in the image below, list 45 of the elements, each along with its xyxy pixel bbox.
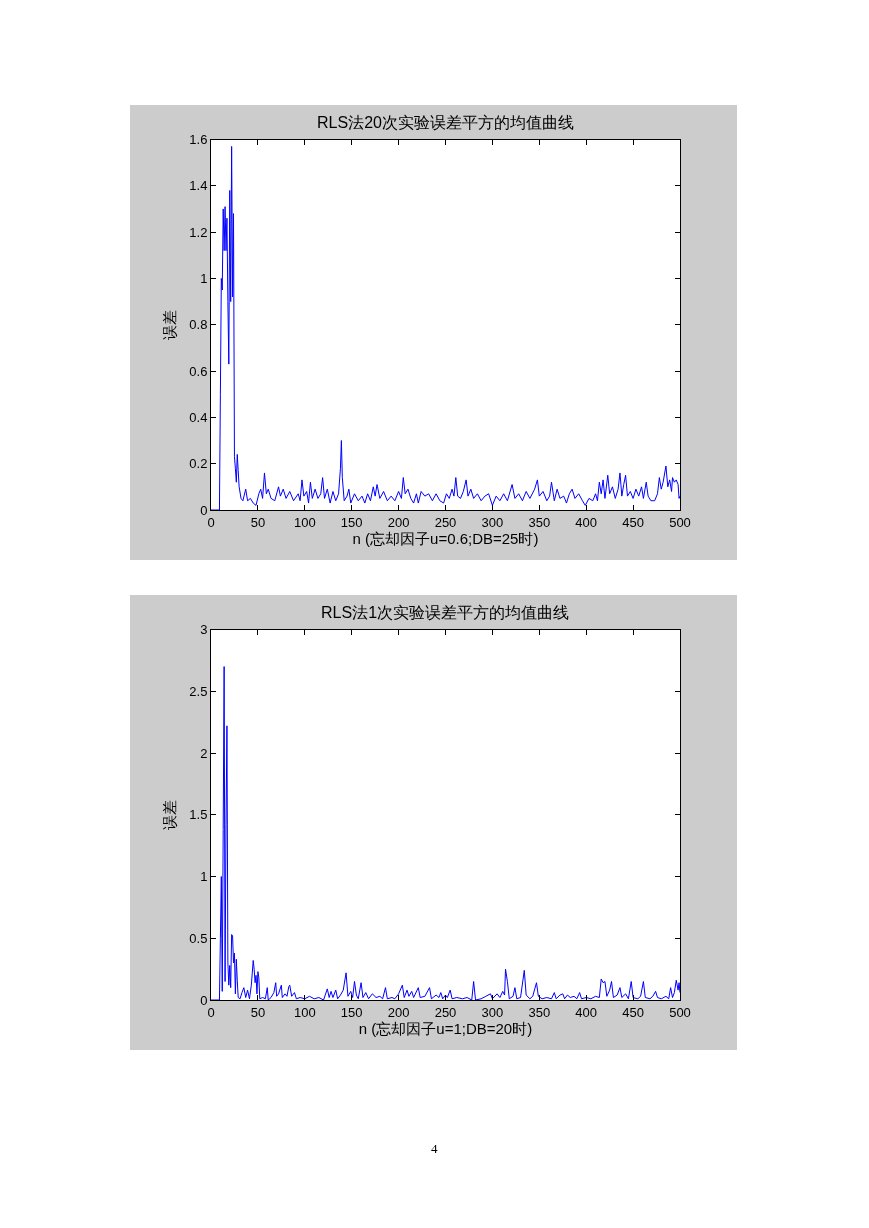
x-tick-label: 300 xyxy=(481,1004,504,1020)
y-tick-label: 0.8 xyxy=(189,317,208,333)
x-tick-label: 450 xyxy=(622,1004,644,1020)
chart-title: RLS法20次实验误差平方的均值曲线 xyxy=(317,114,574,131)
y-tick-label: 1.6 xyxy=(189,132,208,148)
x-tick-label: 500 xyxy=(669,1004,691,1020)
x-tick-label: 50 xyxy=(250,514,266,530)
x-tick-label: 400 xyxy=(575,514,598,530)
x-tick-label: 150 xyxy=(340,514,363,530)
line-series xyxy=(211,145,680,510)
x-tick-label: 400 xyxy=(575,1004,598,1020)
y-tick-label: 1.4 xyxy=(189,178,208,194)
x-axis-title: n (忘却因子u=1;DB=20时) xyxy=(358,1019,533,1037)
x-tick-label: 200 xyxy=(387,1004,410,1020)
x-axis-title: n (忘却因子u=0.6;DB=25时) xyxy=(352,529,539,547)
y-tick-label: 1 xyxy=(200,869,208,885)
chart-title: RLS法1次实验误差平方的均值曲线 xyxy=(321,604,570,621)
x-tick-label: 300 xyxy=(481,514,504,530)
y-tick-label: 1.5 xyxy=(189,807,208,823)
x-tick-label: 250 xyxy=(434,514,457,530)
y-tick-label: 2.5 xyxy=(189,683,208,699)
x-tick-label: 50 xyxy=(250,1004,266,1020)
y-tick-label: 1.2 xyxy=(189,224,208,240)
x-tick-label: 350 xyxy=(528,1004,551,1020)
y-tick-label: 0.2 xyxy=(189,456,208,472)
y-tick-label: 3 xyxy=(200,622,208,638)
x-tick-label: 200 xyxy=(387,514,410,530)
x-tick-label: 150 xyxy=(340,1004,363,1020)
y-axis-title: 误差 xyxy=(160,799,178,830)
line-series xyxy=(211,666,680,1000)
y-tick-label: 0 xyxy=(200,992,208,1008)
text: 4 xyxy=(431,1141,438,1156)
x-tick-label: 100 xyxy=(293,1004,316,1020)
x-tick-label: 500 xyxy=(669,514,691,530)
x-tick-label: 250 xyxy=(434,1004,457,1020)
y-tick-label: 1 xyxy=(200,270,208,286)
y-axis-title: 误差 xyxy=(160,309,178,340)
y-tick-label: 0.4 xyxy=(189,409,208,425)
x-tick-label: 450 xyxy=(622,514,644,530)
y-tick-label: 0.5 xyxy=(189,930,208,946)
y-tick-label: 2 xyxy=(200,745,208,761)
x-tick-label: 350 xyxy=(528,514,551,530)
x-tick-label: 100 xyxy=(293,514,316,530)
y-tick-label: 0.6 xyxy=(189,363,208,379)
y-tick-label: 0 xyxy=(200,502,208,518)
